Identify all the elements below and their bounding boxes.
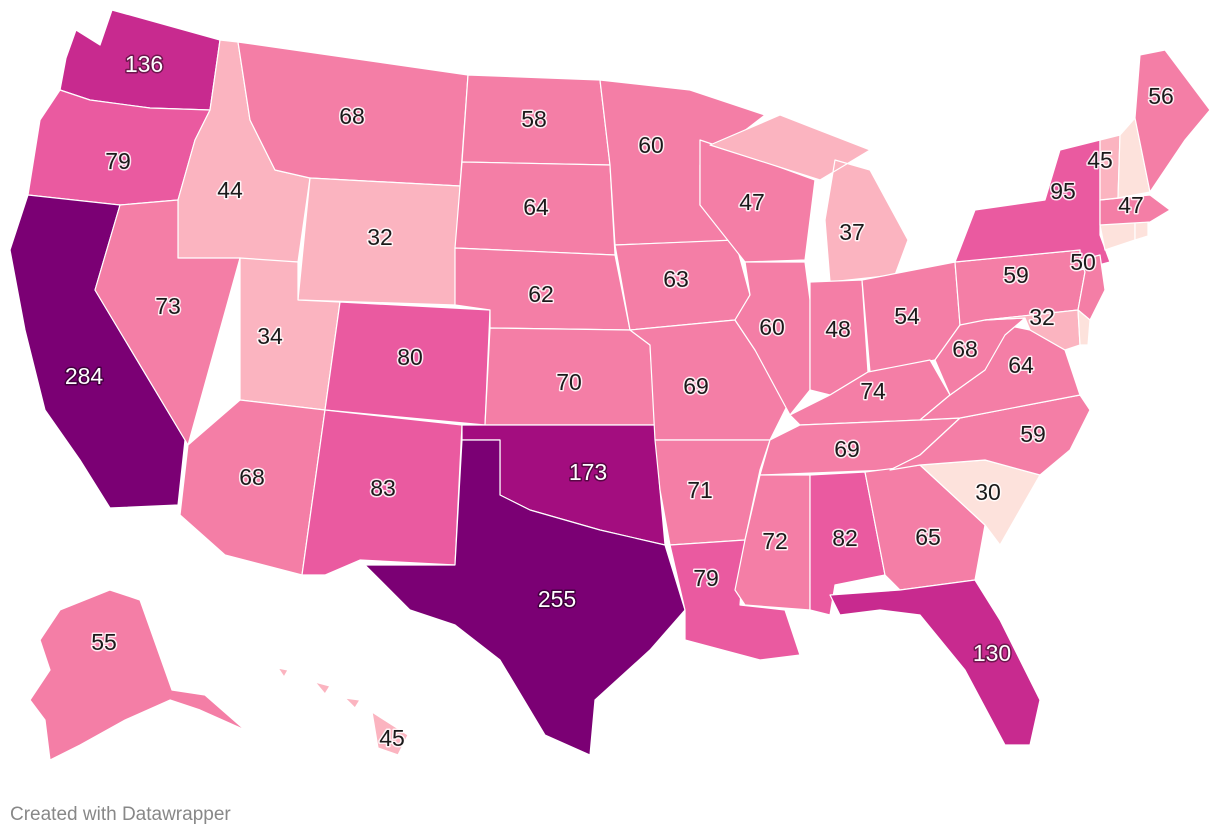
state-label-CO: 80 bbox=[397, 344, 423, 370]
state-label-NC: 59 bbox=[1020, 421, 1046, 447]
state-AK[interactable] bbox=[29, 589, 246, 761]
state-label-NJ: 50 bbox=[1070, 249, 1096, 275]
state-label-FL: 130 bbox=[973, 640, 1011, 666]
state-label-UT: 34 bbox=[257, 323, 283, 349]
state-label-OH: 54 bbox=[894, 303, 920, 329]
state-label-AZ: 68 bbox=[239, 464, 265, 490]
state-label-MT: 68 bbox=[339, 103, 365, 129]
state-HI[interactable] bbox=[277, 667, 409, 756]
state-label-MD: 32 bbox=[1029, 304, 1055, 330]
state-label-ND: 58 bbox=[521, 106, 547, 132]
state-TX[interactable] bbox=[364, 439, 686, 756]
state-label-IL: 60 bbox=[759, 314, 785, 340]
state-label-MO: 69 bbox=[683, 373, 709, 399]
state-DE[interactable] bbox=[1077, 309, 1091, 346]
state-label-NY: 95 bbox=[1050, 178, 1076, 204]
state-label-WA: 136 bbox=[125, 51, 163, 77]
state-label-OR: 79 bbox=[105, 148, 131, 174]
state-NV[interactable] bbox=[94, 199, 241, 446]
state-ME[interactable] bbox=[1134, 49, 1211, 193]
state-label-PA: 59 bbox=[1003, 262, 1029, 288]
state-label-HI: 45 bbox=[379, 725, 405, 751]
state-label-ME: 56 bbox=[1148, 83, 1174, 109]
state-label-SC: 30 bbox=[975, 479, 1001, 505]
state-label-AK: 55 bbox=[91, 629, 117, 655]
state-label-VA: 64 bbox=[1008, 352, 1034, 378]
state-label-VT: 45 bbox=[1087, 147, 1113, 173]
state-label-TX: 255 bbox=[538, 586, 576, 612]
state-label-MS: 72 bbox=[762, 528, 788, 554]
state-MA[interactable] bbox=[1099, 194, 1171, 226]
state-label-NM: 83 bbox=[370, 475, 396, 501]
state-label-NE: 62 bbox=[528, 281, 554, 307]
state-label-AR: 71 bbox=[687, 477, 713, 503]
state-label-AL: 82 bbox=[832, 525, 858, 551]
state-label-KS: 70 bbox=[556, 369, 582, 395]
state-label-TN: 69 bbox=[834, 436, 860, 462]
state-FL[interactable] bbox=[829, 579, 1041, 746]
state-label-MN: 60 bbox=[638, 132, 664, 158]
state-label-OK: 173 bbox=[569, 459, 607, 485]
datawrapper-credit: Created with Datawrapper bbox=[10, 804, 231, 825]
state-label-WV: 68 bbox=[952, 336, 978, 362]
state-label-IN: 48 bbox=[825, 316, 851, 342]
state-label-IA: 63 bbox=[663, 266, 689, 292]
state-label-KY: 74 bbox=[860, 378, 886, 404]
state-label-MA: 47 bbox=[1118, 192, 1144, 218]
state-label-GA: 65 bbox=[915, 524, 941, 550]
state-label-NV: 73 bbox=[155, 293, 181, 319]
state-label-WI: 47 bbox=[739, 189, 765, 215]
choropleth-map: 136 79 284 44 73 68 32 34 68 80 83 58 64… bbox=[9, 9, 1211, 761]
state-label-ID: 44 bbox=[217, 177, 243, 203]
state-label-MI: 37 bbox=[839, 219, 865, 245]
state-label-SD: 64 bbox=[523, 194, 549, 220]
state-label-WY: 32 bbox=[367, 224, 393, 250]
state-NC[interactable] bbox=[889, 394, 1091, 476]
state-label-LA: 79 bbox=[693, 565, 719, 591]
state-label-CA: 284 bbox=[65, 363, 104, 389]
